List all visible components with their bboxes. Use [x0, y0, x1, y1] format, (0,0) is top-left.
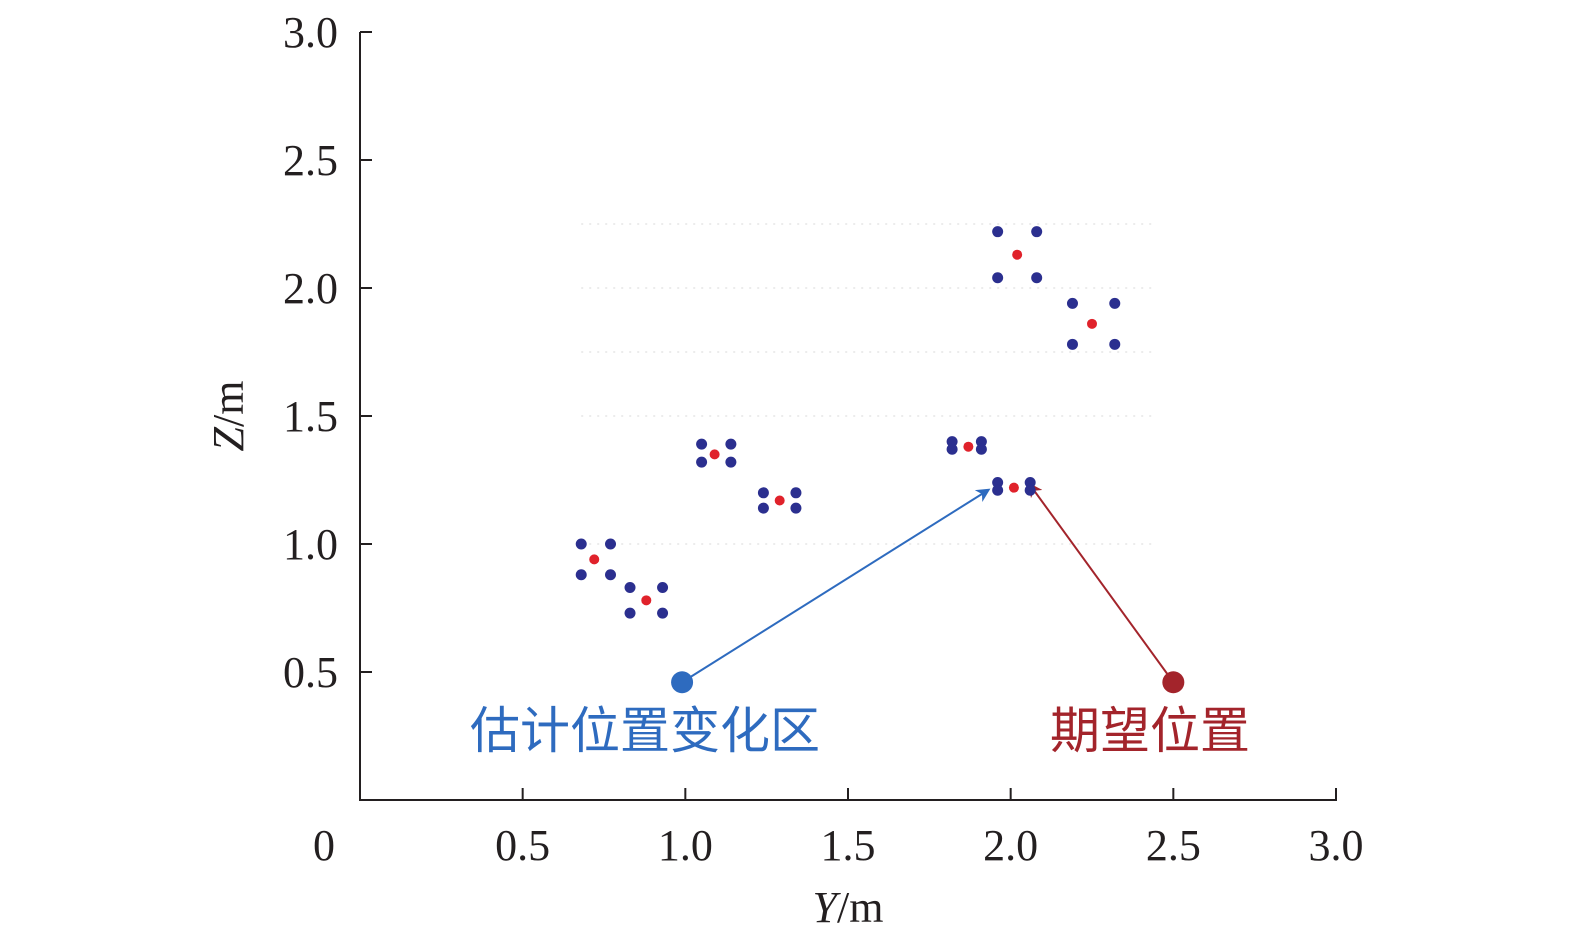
- estimated-point: [725, 456, 737, 468]
- center-point: [1087, 318, 1097, 329]
- estimated-point: [624, 582, 636, 594]
- expected-label: 期望位置: [1050, 702, 1250, 760]
- center-point: [1012, 249, 1023, 260]
- y-tick-label: 2.5: [283, 136, 338, 185]
- estimated-point: [1031, 226, 1043, 238]
- center-point: [963, 441, 974, 452]
- x-tick-label: 1.0: [658, 821, 713, 870]
- estimated-point: [696, 438, 708, 450]
- data-points: [575, 226, 1121, 619]
- estimated-point: [1031, 272, 1043, 284]
- y-tick-label: 2.0: [283, 264, 338, 313]
- center-point: [709, 449, 720, 460]
- center-point: [589, 554, 600, 565]
- estimated-label: 估计位置变化区: [470, 702, 820, 760]
- center-point: [1008, 482, 1019, 493]
- y-tick-label: 1.5: [283, 392, 338, 441]
- y-tick-label: 1.0: [283, 520, 338, 569]
- estimated-point: [790, 487, 802, 499]
- y-axis: 0.5 1.0 1.5 2.0 2.5 3.0: [283, 8, 372, 697]
- estimated-point: [992, 484, 1004, 496]
- estimated-point: [575, 569, 587, 581]
- estimated-marker: [671, 671, 694, 694]
- estimated-arrow: [681, 488, 991, 684]
- x-axis-title: Y/m: [813, 883, 884, 932]
- x-tick-label: 0: [313, 821, 335, 870]
- annotations: 估计位置变化区 期望位置: [470, 482, 1250, 760]
- x-tick-label: 1.5: [821, 821, 876, 870]
- estimated-point: [1066, 297, 1078, 309]
- estimated-point: [605, 538, 617, 550]
- center-point: [641, 595, 652, 606]
- estimated-point: [992, 272, 1004, 284]
- estimated-point: [624, 607, 636, 619]
- estimated-point: [946, 436, 958, 448]
- x-tick-label: 2.5: [1146, 821, 1201, 870]
- y-tick-label: 0.5: [283, 648, 338, 697]
- estimated-point: [657, 607, 669, 619]
- estimated-point: [975, 443, 987, 455]
- estimated-point: [790, 502, 802, 514]
- x-axis: 0 0.5 1.0 1.5 2.0 2.5 3.0: [313, 788, 1364, 870]
- expected-marker: [1162, 671, 1185, 694]
- estimated-point: [605, 569, 617, 581]
- center-point: [774, 495, 785, 506]
- estimated-point: [1109, 297, 1121, 309]
- estimated-point: [1024, 477, 1036, 489]
- estimated-point: [1024, 484, 1036, 496]
- estimated-point: [946, 443, 958, 455]
- estimated-point: [696, 456, 708, 468]
- x-tick-label: 0.5: [495, 821, 550, 870]
- x-tick-label: 2.0: [983, 821, 1038, 870]
- estimated-point: [757, 502, 769, 514]
- axes-frame: [359, 32, 1337, 801]
- y-tick-label: 3.0: [283, 8, 338, 57]
- estimated-point: [1066, 338, 1078, 350]
- estimated-point: [657, 582, 669, 594]
- estimated-point: [725, 438, 737, 450]
- grid: [581, 223, 1158, 545]
- x-tick-label: 3.0: [1309, 821, 1364, 870]
- y-axis-title: Z/m: [204, 381, 253, 452]
- estimated-point: [1109, 338, 1121, 350]
- estimated-point: [575, 538, 587, 550]
- expected-arrow: [1028, 482, 1175, 683]
- estimated-point: [757, 487, 769, 499]
- estimated-point: [975, 436, 987, 448]
- estimated-point: [992, 226, 1004, 238]
- estimated-point: [992, 477, 1004, 489]
